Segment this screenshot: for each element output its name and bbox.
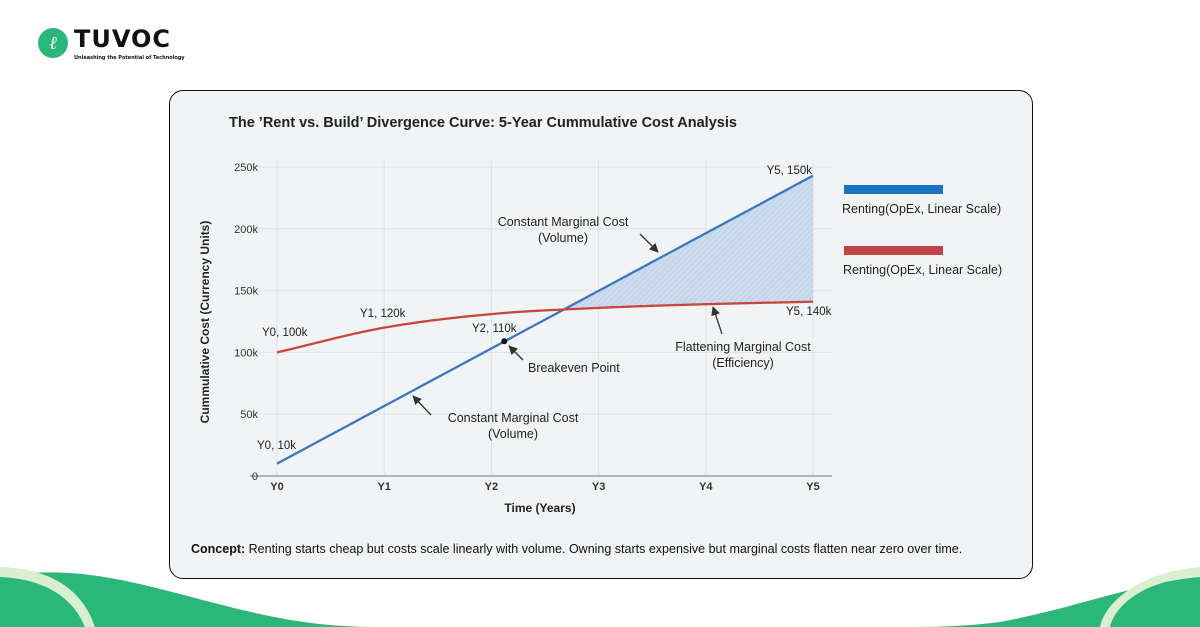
x-axis-label: Time (Years) <box>504 501 575 515</box>
concept-note: Concept: Renting starts cheap but costs … <box>191 542 962 556</box>
x-tick-label: Y5 <box>806 481 819 493</box>
annotation-bottom-line1: Constant Marginal Cost <box>448 411 579 425</box>
legend-swatch-red <box>844 246 943 255</box>
concept-label: Concept: <box>191 542 246 556</box>
point-label-blue-y5: Y5, 150k <box>767 165 813 177</box>
y-axis-label: Cummulative Cost (Currency Units) <box>198 221 212 424</box>
breakeven-point-marker <box>501 338 508 345</box>
annotation-top-arrow <box>639 233 659 253</box>
breakeven-arrow <box>508 345 524 361</box>
x-tick-label: Y4 <box>699 481 713 493</box>
build-series-line-red <box>276 300 814 354</box>
annotation-bottom-line2: (Volume) <box>488 427 538 441</box>
chart-card <box>169 90 1033 579</box>
x-tick-label: Y2 <box>485 481 498 493</box>
y-tick-label: 150k <box>234 286 258 298</box>
point-label-blue-y0: Y0, 10k <box>257 440 296 452</box>
annotation-flatten-arrow <box>711 306 723 335</box>
concept-text: Renting starts cheap but costs scale lin… <box>248 542 963 556</box>
annotation-flatten-line2: (Efficiency) <box>712 356 774 370</box>
y-tick-label: 250k <box>234 162 258 174</box>
logo-mark-icon: ℓ <box>38 28 68 58</box>
y-tick-label: 200k <box>234 224 258 236</box>
y-tick-label: 0 <box>252 471 258 483</box>
legend-label-red: Renting(OpEx, Linear Scale) <box>843 263 1002 277</box>
y-tick-label: 100k <box>234 347 258 359</box>
y-tick-label: 50k <box>240 409 258 421</box>
rent-series-line-blue <box>276 174 814 465</box>
legend-swatch-blue <box>844 185 943 194</box>
logo-name: TUVOC <box>74 25 172 53</box>
x-tick-label: Y0 <box>270 481 283 493</box>
legend-label-blue: Renting(OpEx, Linear Scale) <box>842 202 1001 216</box>
x-tick-label: Y3 <box>592 481 605 493</box>
annotation-top-line1: Constant Marginal Cost <box>498 215 629 229</box>
point-label-red-y1: Y1, 120k <box>360 308 406 320</box>
point-label-red-y5: Y5, 140k <box>786 306 832 318</box>
point-label-breakeven: Y2, 110k <box>472 323 517 335</box>
point-label-red-y0: Y0, 100k <box>262 327 308 339</box>
decorative-wave <box>0 567 1200 627</box>
annotation-top-line2: (Volume) <box>538 231 588 245</box>
annotation-bottom-arrow <box>412 395 432 416</box>
annotation-breakeven: Breakeven Point <box>528 361 620 375</box>
x-tick-label: Y1 <box>377 481 390 493</box>
chart-title: The ’Rent vs. Build’ Divergence Curve: 5… <box>229 115 737 131</box>
logo-tagline: Unleashing the Potential of Technology <box>74 55 185 61</box>
tuvoc-logo[interactable]: ℓ TUVOC Unleashing the Potential of Tech… <box>38 24 185 62</box>
annotation-flatten-line1: Flattening Marginal Cost <box>675 340 811 354</box>
